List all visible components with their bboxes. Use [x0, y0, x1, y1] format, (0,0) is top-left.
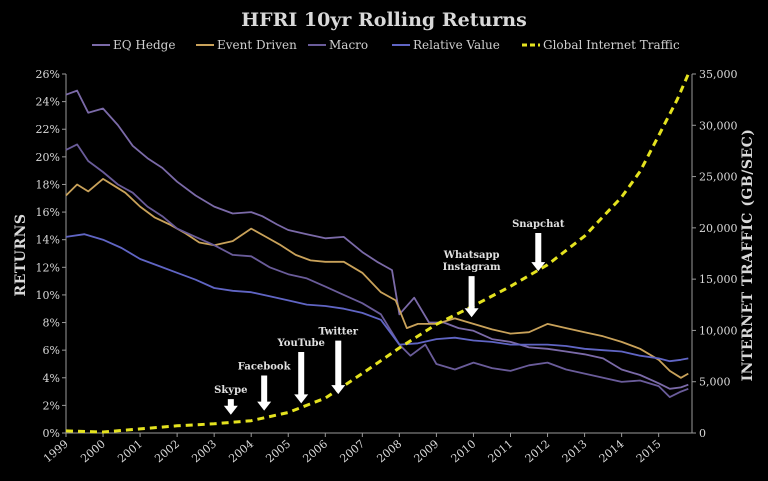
y-tick-label: 2% — [43, 399, 60, 412]
annotation-label: Whatsapp — [443, 250, 500, 261]
legend: EQ Hedge Event Driven Macro Relative Value G… — [92, 38, 680, 52]
y2-axis-label: INTERNET TRAFFIC (GB/SEC) — [740, 129, 756, 382]
y-axis-label: RETURNS — [13, 214, 29, 297]
annotation-label: YouTube — [277, 338, 325, 349]
annotation-arrow — [331, 340, 346, 395]
y2-tick-label: 0 — [699, 427, 706, 440]
chart-title: HFRI 10yr Rolling Returns — [241, 9, 527, 31]
annotation-arrow — [223, 399, 238, 415]
annotation-label: Facebook — [238, 362, 292, 373]
annotation-label: Instagram — [443, 262, 501, 273]
y-tick-label: 14% — [36, 234, 60, 247]
annotation-label: Skype — [214, 385, 247, 396]
annotation-arrow — [464, 276, 479, 318]
y-tick-label: 0% — [43, 427, 60, 440]
y-tick-label: 10% — [36, 289, 60, 302]
legend-entry: Event Driven — [217, 38, 297, 52]
annotation-arrow — [257, 375, 272, 411]
legend-entry: Relative Value — [413, 38, 500, 52]
y-tick-label: 18% — [36, 178, 60, 191]
y2-tick-label: 30,000 — [699, 119, 738, 132]
annotation-label: Twitter — [318, 327, 358, 338]
y-tick-label: 6% — [43, 344, 60, 357]
y-tick-label: 20% — [36, 151, 60, 164]
series-line-macro — [65, 143, 689, 399]
series-line-relative-value — [65, 233, 689, 363]
legend-entry: Global Internet Traffic — [543, 38, 680, 52]
y2-tick-label: 20,000 — [699, 222, 738, 235]
legend-entry: EQ Hedge — [113, 38, 175, 52]
series-line-global-internet-traffic — [65, 73, 690, 434]
y2-tick-label: 25,000 — [699, 171, 738, 184]
y-tick-label: 4% — [43, 372, 60, 385]
y-tick-label: 8% — [43, 317, 60, 330]
series-line-event-driven — [65, 177, 689, 379]
annotation-arrow — [531, 232, 546, 272]
y2-tick-label: 35,000 — [699, 68, 738, 81]
annotation-label: Snapchat — [512, 219, 565, 230]
y2-tick-label: 5,000 — [699, 376, 731, 389]
y-tick-label: 22% — [36, 123, 60, 136]
legend-entry: Macro — [329, 38, 368, 52]
y-tick-label: 26% — [36, 68, 60, 81]
annotation-arrow — [294, 351, 309, 404]
series-line-eq-hedge — [65, 89, 689, 390]
y-tick-label: 12% — [36, 261, 60, 274]
y2-tick-label: 15,000 — [699, 273, 738, 286]
y2-tick-label: 10,000 — [699, 324, 738, 337]
y-tick-label: 24% — [36, 96, 60, 109]
y-tick-label: 16% — [36, 206, 60, 219]
